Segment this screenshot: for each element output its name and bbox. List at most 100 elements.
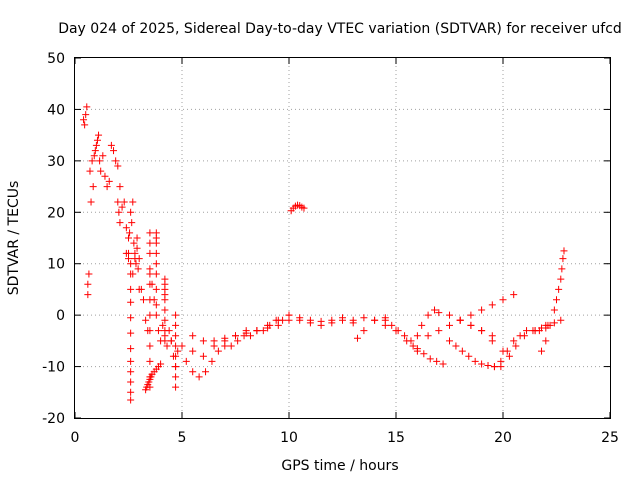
data-point bbox=[555, 285, 563, 293]
data-point bbox=[214, 347, 222, 355]
data-point bbox=[172, 383, 180, 391]
data-point bbox=[420, 350, 428, 358]
data-point bbox=[130, 239, 138, 247]
data-point bbox=[93, 136, 101, 144]
data-point bbox=[172, 373, 180, 381]
data-point bbox=[407, 337, 415, 345]
series-arc-3.3-4.0 bbox=[142, 360, 165, 394]
series-end-rise bbox=[538, 247, 568, 355]
data-point bbox=[306, 319, 314, 327]
data-point bbox=[208, 357, 216, 365]
x-tick-label: 5 bbox=[178, 430, 187, 446]
data-point bbox=[189, 368, 197, 376]
data-point bbox=[279, 316, 287, 324]
data-point bbox=[172, 352, 180, 360]
x-axis-title: GPS time / hours bbox=[281, 458, 398, 474]
series-mid-day-a bbox=[306, 314, 421, 355]
data-point bbox=[157, 360, 165, 368]
data-point bbox=[99, 152, 107, 160]
data-point bbox=[127, 329, 135, 337]
y-tick-label: 10 bbox=[47, 257, 65, 273]
y-tick-label: 40 bbox=[47, 102, 65, 118]
data-point bbox=[174, 347, 182, 355]
data-point bbox=[446, 311, 453, 319]
data-point bbox=[182, 357, 190, 365]
data-point bbox=[167, 337, 175, 345]
data-point bbox=[126, 229, 134, 237]
data-point bbox=[349, 319, 357, 327]
data-point bbox=[471, 357, 479, 365]
data-point bbox=[435, 327, 443, 335]
data-point bbox=[129, 198, 137, 206]
data-point bbox=[127, 270, 135, 278]
data-point bbox=[127, 357, 135, 365]
data-point bbox=[538, 324, 546, 332]
data-point bbox=[394, 327, 402, 335]
data-point bbox=[152, 285, 160, 293]
data-point bbox=[484, 362, 492, 370]
data-point bbox=[296, 314, 304, 322]
data-point bbox=[259, 327, 267, 335]
data-point bbox=[381, 316, 389, 324]
y-tick-label: 0 bbox=[56, 308, 65, 324]
data-point bbox=[91, 147, 99, 155]
series-late-b bbox=[424, 291, 518, 340]
data-point bbox=[523, 327, 531, 335]
data-point bbox=[90, 152, 98, 160]
data-point bbox=[116, 219, 124, 227]
data-point bbox=[557, 316, 565, 324]
data-point bbox=[558, 265, 566, 273]
series-main-band-a bbox=[167, 311, 389, 360]
data-point bbox=[401, 332, 409, 340]
data-point bbox=[478, 306, 486, 314]
data-point bbox=[550, 319, 558, 327]
data-point bbox=[300, 204, 308, 212]
data-point bbox=[146, 327, 154, 335]
data-point bbox=[110, 147, 118, 155]
data-point bbox=[135, 255, 143, 263]
data-point bbox=[84, 291, 92, 299]
data-point bbox=[172, 321, 180, 329]
data-point bbox=[189, 332, 197, 340]
data-point bbox=[413, 345, 421, 353]
series-col-3.8 bbox=[152, 229, 160, 309]
plot-frame bbox=[74, 57, 611, 419]
data-point bbox=[159, 321, 167, 329]
data-point bbox=[146, 311, 154, 319]
data-point bbox=[202, 368, 210, 376]
data-point bbox=[115, 208, 123, 216]
y-tick-label: 30 bbox=[47, 154, 65, 170]
data-point bbox=[146, 280, 154, 288]
data-point bbox=[446, 337, 453, 345]
x-tick-label: 20 bbox=[494, 430, 512, 446]
data-point bbox=[531, 327, 539, 335]
data-point bbox=[146, 265, 154, 273]
data-point bbox=[221, 334, 229, 342]
data-point bbox=[199, 337, 207, 345]
data-point bbox=[418, 321, 426, 329]
data-point bbox=[227, 342, 235, 350]
data-point bbox=[424, 332, 432, 340]
data-point bbox=[146, 249, 154, 257]
data-point bbox=[152, 260, 160, 268]
data-point bbox=[424, 311, 432, 319]
data-point bbox=[128, 219, 136, 227]
data-point bbox=[512, 342, 520, 350]
data-point bbox=[467, 321, 475, 329]
data-point bbox=[478, 327, 486, 335]
y-axis-title: SDTVAR / TECUs bbox=[6, 181, 22, 296]
series-mid-day-b bbox=[381, 316, 447, 368]
data-point bbox=[125, 255, 132, 263]
series-late-e bbox=[490, 324, 550, 371]
data-point bbox=[538, 347, 546, 355]
data-point bbox=[246, 332, 254, 340]
x-tick-label: 15 bbox=[387, 430, 405, 446]
data-point bbox=[253, 327, 261, 335]
data-point bbox=[84, 280, 92, 288]
data-point bbox=[488, 337, 496, 345]
data-point bbox=[510, 337, 518, 345]
data-point bbox=[125, 234, 132, 242]
data-point bbox=[127, 285, 135, 293]
data-point bbox=[452, 342, 460, 350]
